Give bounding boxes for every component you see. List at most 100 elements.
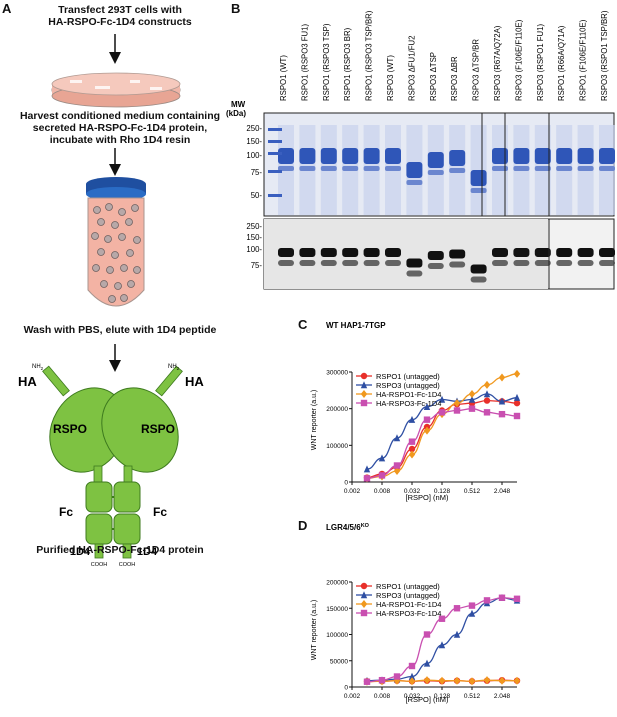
- data-point: [513, 399, 521, 407]
- western-band-lower: [492, 260, 508, 266]
- step-harvest: Harvest conditioned medium containing se…: [0, 110, 240, 146]
- western-band-lower: [363, 260, 380, 266]
- lane-label: RSPO1 (RSPO3 FU1): [300, 23, 309, 101]
- mw-marker-top: 50-: [251, 191, 263, 200]
- mw-ladder-bottom: 250- 150- 100- 75-: [246, 222, 262, 270]
- chart-d-xlabel: [RSPO] (nM): [406, 695, 449, 704]
- data-point: [468, 602, 476, 609]
- chart-d-ylabel: WNT reporter (a.u.): [311, 600, 318, 661]
- lane-label: RSPO3 (RSPO1 TSP/BR): [600, 10, 609, 101]
- data-point: [393, 434, 401, 442]
- mw-ladder-top: 250- 150- 100- 75- 50-: [246, 124, 262, 200]
- coomassie-band-lower: [449, 168, 466, 173]
- tube-with-resin-icon: [86, 177, 146, 307]
- y-tick-label: 200000: [326, 580, 348, 587]
- coomassie-band: [449, 150, 466, 166]
- lane-label: RSPO3 ΔTSP: [429, 52, 438, 101]
- coomassie-band-lower: [577, 166, 594, 171]
- rspo-left-label: RSPO: [53, 422, 87, 436]
- data-point: [468, 390, 476, 398]
- data-point: [513, 676, 521, 685]
- data-point: [453, 630, 461, 638]
- mw-marker-top: 75-: [251, 168, 263, 177]
- data-point: [393, 467, 401, 475]
- x-tick-label: 0.512: [464, 488, 481, 495]
- chart-c-title: WT HAP1-7TGP: [326, 321, 386, 330]
- coomassie-band: [556, 148, 573, 164]
- western-band: [363, 248, 380, 257]
- ha-left-label: HA: [18, 374, 37, 389]
- western-band-lower: [342, 260, 359, 266]
- data-point: [378, 454, 386, 462]
- western-band: [513, 248, 530, 257]
- y-tick-label: 0: [344, 480, 348, 487]
- coomassie-band: [427, 152, 444, 168]
- western-band-lower: [513, 260, 530, 266]
- coomassie-gel: [263, 112, 615, 217]
- ladder-band: [268, 152, 282, 155]
- mw-marker-bottom: 75-: [251, 261, 263, 270]
- lane-label: RSPO3 (WT): [386, 55, 395, 101]
- mw-unit: (kDa): [226, 109, 246, 118]
- coomassie-band-lower: [513, 166, 530, 171]
- data-point: [483, 676, 491, 685]
- legend-entry: RSPO3 (untagged): [376, 591, 440, 600]
- petri-dish-icon: [51, 72, 181, 108]
- data-point: [423, 676, 431, 685]
- mw-marker-bottom: 250-: [246, 222, 262, 231]
- ha-right-label: HA: [185, 374, 204, 389]
- data-point: [483, 597, 491, 604]
- western-band: [385, 248, 401, 257]
- x-tick-label: 0.032: [404, 693, 421, 700]
- data-point: [468, 677, 476, 686]
- y-tick-label: 150000: [326, 606, 348, 613]
- data-point: [438, 676, 446, 685]
- data-point: [423, 403, 431, 411]
- coomassie-band: [513, 148, 530, 164]
- data-point: [483, 409, 491, 416]
- western-band-lower: [427, 263, 444, 269]
- coomassie-band: [470, 170, 487, 186]
- ha-rspo-fc-1d4-protein-diagram: [42, 365, 183, 559]
- data-point: [408, 438, 416, 445]
- lane-label: RSPO1 (WT): [279, 55, 288, 101]
- mw-marker-top: 100-: [246, 151, 262, 160]
- chart-c-ylabel: WNT reporter (a.u.): [311, 390, 318, 451]
- data-point: [468, 405, 476, 412]
- data-point: [408, 662, 416, 670]
- coomassie-band: [363, 148, 380, 164]
- data-point: [438, 395, 446, 403]
- legend-marker: [360, 399, 368, 407]
- lane-label: RSPO3 (RSPO1 FU1): [536, 23, 545, 101]
- step-transfect: Transfect 293T cells with HA-RSPO-Fc-1D4…: [0, 4, 240, 28]
- x-tick-label: 2.048: [494, 693, 511, 700]
- legend-entry: HA-RSPO3-Fc-1D4: [376, 609, 441, 618]
- western-band: [599, 248, 615, 257]
- ladder-band: [268, 140, 282, 143]
- western-band-lower: [299, 260, 316, 266]
- lane-label: RSPO1 (R66A/Q71A): [557, 25, 566, 101]
- ladder-band: [268, 194, 282, 197]
- coomassie-band-lower: [320, 166, 337, 171]
- western-band-lower: [406, 270, 423, 277]
- y-tick-label: 300000: [326, 370, 348, 377]
- data-point: [498, 594, 506, 601]
- data-point: [453, 407, 461, 414]
- data-point: [438, 409, 446, 416]
- panel-b-letter: B: [231, 1, 241, 16]
- western-band-lower: [577, 260, 594, 266]
- data-point: [423, 426, 431, 435]
- data-point: [453, 605, 461, 612]
- western-band-lower: [278, 260, 294, 266]
- cooh-left-label: COOH: [91, 562, 108, 568]
- data-point: [438, 615, 446, 622]
- lane-label: RSPO3 (R67A/Q72A): [493, 25, 502, 101]
- legend-marker: [360, 591, 368, 599]
- legend-marker: [360, 609, 368, 617]
- coomassie-band-lower: [278, 166, 294, 171]
- legend-marker: [360, 381, 368, 389]
- chart-d-title: LGR4/5/6KO: [326, 523, 370, 532]
- data-point: [438, 641, 446, 649]
- x-tick-label: 0.008: [374, 488, 391, 495]
- western-band: [299, 248, 316, 257]
